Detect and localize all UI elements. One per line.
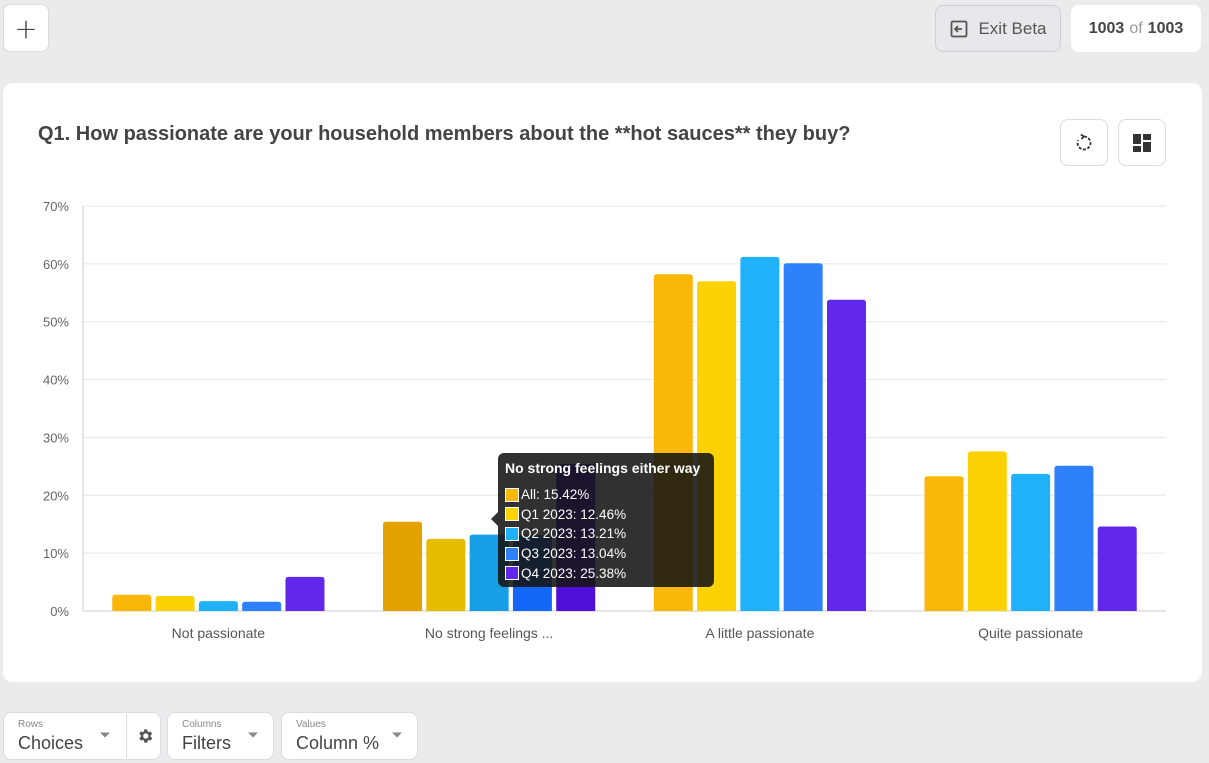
tooltip-title: No strong feelings either way bbox=[505, 460, 701, 476]
x-tick-label: Not passionate bbox=[172, 625, 266, 641]
tooltip-row-label: Q1 2023: 12.46% bbox=[521, 506, 627, 522]
tooltip-row-label: Q3 2023: 13.04% bbox=[521, 546, 627, 562]
refresh-icon bbox=[1076, 133, 1092, 150]
legend-swatch bbox=[505, 566, 519, 581]
x-tick-label: A little passionate bbox=[705, 625, 814, 641]
exit-icon bbox=[951, 20, 968, 37]
tooltip-row: Q3 2023: 13.04% bbox=[505, 544, 707, 564]
plus-icon: + bbox=[14, 11, 38, 45]
chevron-down-icon bbox=[248, 732, 258, 738]
x-tick-label: Quite passionate bbox=[978, 625, 1083, 641]
count-of: of bbox=[1129, 19, 1143, 37]
bar bbox=[285, 576, 325, 611]
bar bbox=[1011, 473, 1051, 611]
bar bbox=[198, 601, 238, 611]
y-tick-label: 40% bbox=[43, 373, 69, 388]
rows-value: Choices bbox=[18, 733, 84, 753]
tooltip-row-label: All: 15.42% bbox=[521, 487, 590, 503]
tooltip-rows: All: 15.42% Q1 2023: 12.46% Q2 2023: 13.21… bbox=[505, 485, 707, 583]
divider bbox=[126, 713, 127, 759]
bar bbox=[426, 538, 466, 611]
bar bbox=[1054, 465, 1094, 611]
rows-caption: Rows bbox=[18, 719, 44, 730]
chart-tooltip: No strong feelings either way All: 15.42… bbox=[491, 453, 714, 587]
values-selector[interactable]: Values Column % bbox=[281, 712, 418, 760]
tooltip-row: Q2 2023: 13.21% bbox=[505, 524, 707, 544]
chevron-down-icon bbox=[100, 732, 110, 738]
count-total: 1003 bbox=[1147, 19, 1184, 37]
values-caption: Values bbox=[296, 719, 326, 730]
y-tick-label: 30% bbox=[43, 430, 69, 445]
legend-swatch bbox=[505, 487, 519, 502]
bar bbox=[155, 595, 195, 611]
columns-caption: Columns bbox=[182, 719, 222, 730]
y-tick-label: 60% bbox=[43, 257, 69, 272]
count-current: 1003 bbox=[1088, 19, 1125, 37]
bar bbox=[242, 601, 282, 611]
exit-beta-button[interactable]: Exit Beta bbox=[935, 5, 1061, 52]
gear-icon[interactable] bbox=[136, 727, 154, 745]
add-button[interactable]: + bbox=[3, 4, 49, 52]
tooltip-row-label: Q2 2023: 13.21% bbox=[521, 526, 627, 542]
tooltip-row: Q4 2023: 25.38% bbox=[505, 563, 707, 583]
bar bbox=[383, 521, 423, 611]
bar bbox=[112, 594, 152, 611]
y-tick-label: 70% bbox=[43, 199, 69, 214]
columns-value: Filters bbox=[182, 733, 231, 753]
dashboard-layout-icon bbox=[1133, 133, 1151, 152]
x-tick-label: No strong feelings ... bbox=[425, 625, 553, 641]
values-value: Column % bbox=[296, 733, 380, 753]
bar bbox=[783, 263, 823, 611]
bar bbox=[1097, 526, 1137, 611]
chevron-down-icon bbox=[392, 732, 402, 738]
bar bbox=[740, 256, 780, 611]
legend-swatch bbox=[505, 507, 519, 522]
refresh-button[interactable] bbox=[1060, 119, 1108, 166]
response-counter: 1003 of 1003 bbox=[1071, 5, 1201, 52]
tooltip-row: Q1 2023: 12.46% bbox=[505, 505, 707, 525]
y-tick-label: 10% bbox=[43, 546, 69, 561]
y-tick-label: 0% bbox=[50, 604, 69, 619]
y-tick-label: 50% bbox=[43, 315, 69, 330]
tooltip-row: All: 15.42% bbox=[505, 485, 707, 505]
bar bbox=[924, 476, 964, 611]
legend-swatch bbox=[505, 546, 519, 561]
question-title: Q1. How passionate are your household me… bbox=[38, 123, 851, 145]
rows-selector[interactable]: Rows Choices bbox=[3, 712, 161, 760]
legend-swatch bbox=[505, 526, 519, 541]
layout-button[interactable] bbox=[1118, 119, 1166, 166]
bar bbox=[967, 451, 1007, 611]
exit-beta-label: Exit Beta bbox=[978, 18, 1047, 38]
tooltip-row-label: Q4 2023: 25.38% bbox=[521, 565, 627, 581]
bar bbox=[826, 299, 866, 611]
y-tick-label: 20% bbox=[43, 488, 69, 503]
columns-selector[interactable]: Columns Filters bbox=[167, 712, 274, 760]
